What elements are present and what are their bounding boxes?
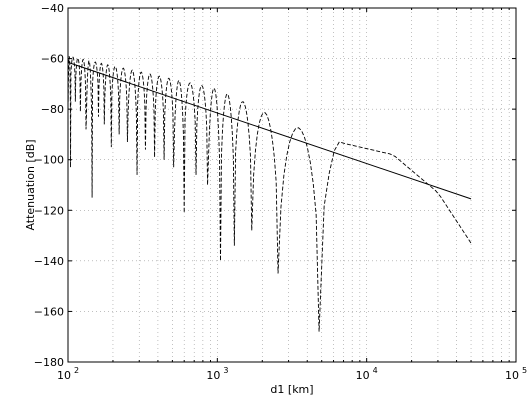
x-axis-label: d1 [km] <box>270 383 313 396</box>
y-tick-label: −180 <box>34 356 64 369</box>
y-tick-label: −100 <box>34 154 64 167</box>
x-tick-label: 10 2 <box>57 366 79 382</box>
x-tick-label: 10 5 <box>505 366 527 382</box>
y-tick-label: −160 <box>34 305 64 318</box>
x-tick-base: 10 <box>206 369 220 382</box>
x-tick-label: 10 4 <box>356 366 378 382</box>
y-tick-label: −80 <box>41 103 64 116</box>
y-tick-label: −120 <box>34 204 64 217</box>
solid-series-line <box>67 61 472 200</box>
x-tick-base: 10 <box>57 369 71 382</box>
x-tick-exponent: 5 <box>522 366 527 375</box>
y-tick-label: −140 <box>34 255 64 268</box>
y-tick-label: −40 <box>41 2 64 15</box>
grid-lines <box>68 8 517 362</box>
x-tick-base: 10 <box>505 369 519 382</box>
plot-area <box>67 56 472 332</box>
x-tick-base: 10 <box>356 369 370 382</box>
axes-box <box>67 7 517 363</box>
x-tick-label: 10 3 <box>206 366 228 382</box>
dashed-series-line <box>67 56 472 332</box>
x-tick-exponent: 4 <box>373 366 378 375</box>
y-axis-label: Attenuation [dB] <box>24 139 37 230</box>
x-tick-exponent: 2 <box>74 366 79 375</box>
x-tick-exponent: 3 <box>223 366 228 375</box>
y-tick-label: −60 <box>41 53 64 66</box>
